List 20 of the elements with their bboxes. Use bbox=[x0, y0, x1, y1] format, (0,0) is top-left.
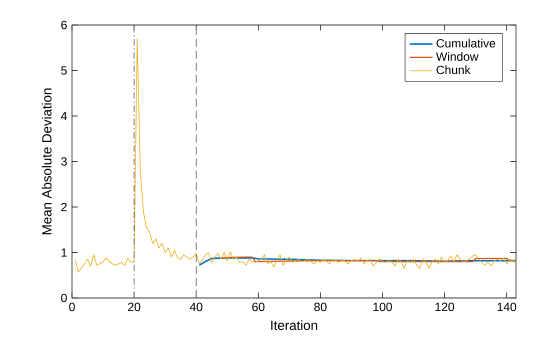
x-tick-label: 100 bbox=[373, 302, 392, 312]
legend-label: Cumulative bbox=[436, 38, 496, 48]
x-tick-label: 80 bbox=[314, 302, 327, 312]
legend-label: Chunk bbox=[436, 65, 471, 74]
x-tick-label: 60 bbox=[252, 302, 264, 312]
y-tick-label: 2 bbox=[61, 202, 67, 212]
y-tick-label: 0 bbox=[61, 294, 67, 302]
x-axis-title: Iteration bbox=[271, 320, 318, 330]
x-tick-label: 40 bbox=[190, 302, 202, 312]
y-tick-label: 6 bbox=[61, 20, 67, 30]
y-tick-label: 1 bbox=[62, 248, 67, 257]
legend-label: Window bbox=[436, 52, 479, 61]
x-tick-label: 140 bbox=[498, 302, 516, 312]
x-tick-label: 20 bbox=[128, 302, 140, 312]
x-tick-label: 120 bbox=[436, 302, 454, 312]
y-tick-label: 3 bbox=[61, 157, 67, 166]
x-tick-label: 0 bbox=[69, 302, 75, 312]
y-tick-label: 5 bbox=[61, 66, 67, 75]
y-axis-title: Mean Absolute Deviation bbox=[42, 88, 52, 234]
y-tick-label: 4 bbox=[60, 112, 67, 120]
